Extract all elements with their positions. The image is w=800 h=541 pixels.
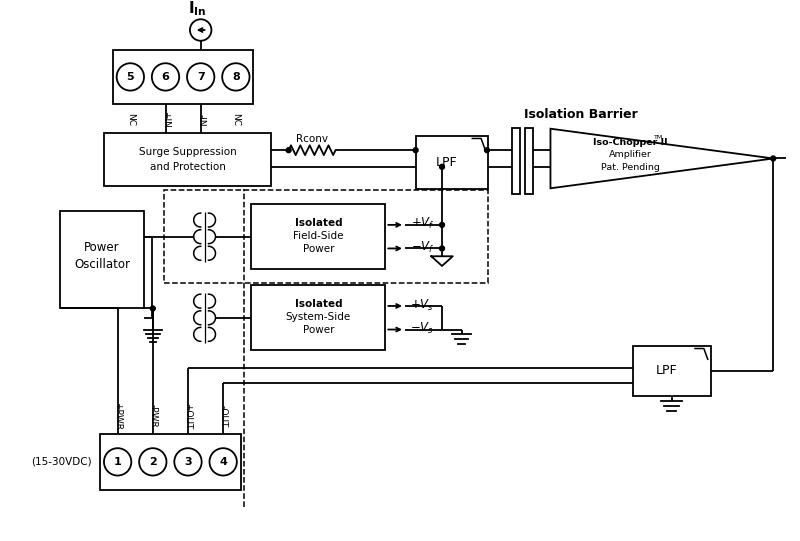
Circle shape [187,63,214,90]
Text: $-V_f$: $-V_f$ [410,240,434,255]
Circle shape [190,19,211,41]
Text: Power: Power [302,326,334,335]
Text: System-Side: System-Side [286,312,351,322]
Text: Isolated: Isolated [294,299,342,309]
Circle shape [222,63,250,90]
Circle shape [485,148,490,153]
Text: and Protection: and Protection [150,162,226,172]
Circle shape [150,306,155,311]
Text: Surge Suppression: Surge Suppression [138,147,236,157]
Circle shape [286,148,291,153]
Text: Oscillator: Oscillator [74,258,130,271]
Text: Isolated: Isolated [294,218,342,228]
Text: (15-30VDC): (15-30VDC) [32,457,92,467]
Text: $+V_f$: $+V_f$ [410,216,434,232]
Text: 4: 4 [219,457,227,467]
Bar [633,346,710,397]
Text: NC: NC [126,114,135,127]
Circle shape [174,448,202,476]
Text: TM: TM [654,135,664,141]
Text: +OUT: +OUT [183,403,193,429]
Bar [525,128,533,194]
Text: Rconv: Rconv [296,135,328,144]
Text: Pat. Pending: Pat. Pending [602,163,660,172]
Text: NC: NC [231,114,240,127]
Circle shape [413,148,418,153]
Text: $-V_s$: $-V_s$ [410,321,434,336]
Text: Iso-Chopper II: Iso-Chopper II [594,138,668,147]
Text: 1: 1 [114,457,122,467]
Text: -IN: -IN [196,114,205,126]
Text: 8: 8 [232,72,240,82]
Bar [60,211,144,308]
Bar [100,433,241,490]
Bar [113,50,254,104]
Circle shape [210,448,237,476]
Text: 7: 7 [197,72,205,82]
Bar [104,133,271,186]
Circle shape [104,448,131,476]
Text: $+V_s$: $+V_s$ [410,298,434,313]
Circle shape [139,448,166,476]
Circle shape [439,222,445,227]
Text: $\mathbf{I_{In}}$: $\mathbf{I_{In}}$ [187,0,206,18]
Text: 3: 3 [184,457,192,467]
Bar [512,128,520,194]
Text: 5: 5 [126,72,134,82]
Bar [163,190,488,283]
Circle shape [117,63,144,90]
Text: LPF: LPF [656,365,678,378]
Text: 2: 2 [149,457,157,467]
Text: Isolation Barrier: Isolation Barrier [524,108,638,121]
Text: 6: 6 [162,72,170,82]
Text: Amplifier: Amplifier [610,150,652,159]
Text: -OUT: -OUT [218,405,228,427]
Bar [416,136,488,189]
Bar [251,285,386,351]
Text: +IN: +IN [161,111,170,128]
Circle shape [770,156,776,161]
Text: LPF: LPF [436,156,458,169]
Circle shape [152,63,179,90]
Text: Field-Side: Field-Side [293,230,344,241]
Text: Power: Power [302,245,334,254]
Text: +PWR: +PWR [113,402,122,430]
Text: -PWR: -PWR [148,404,158,428]
Circle shape [439,246,445,251]
Text: Power: Power [84,241,120,254]
Circle shape [439,164,445,169]
Bar [251,204,386,269]
